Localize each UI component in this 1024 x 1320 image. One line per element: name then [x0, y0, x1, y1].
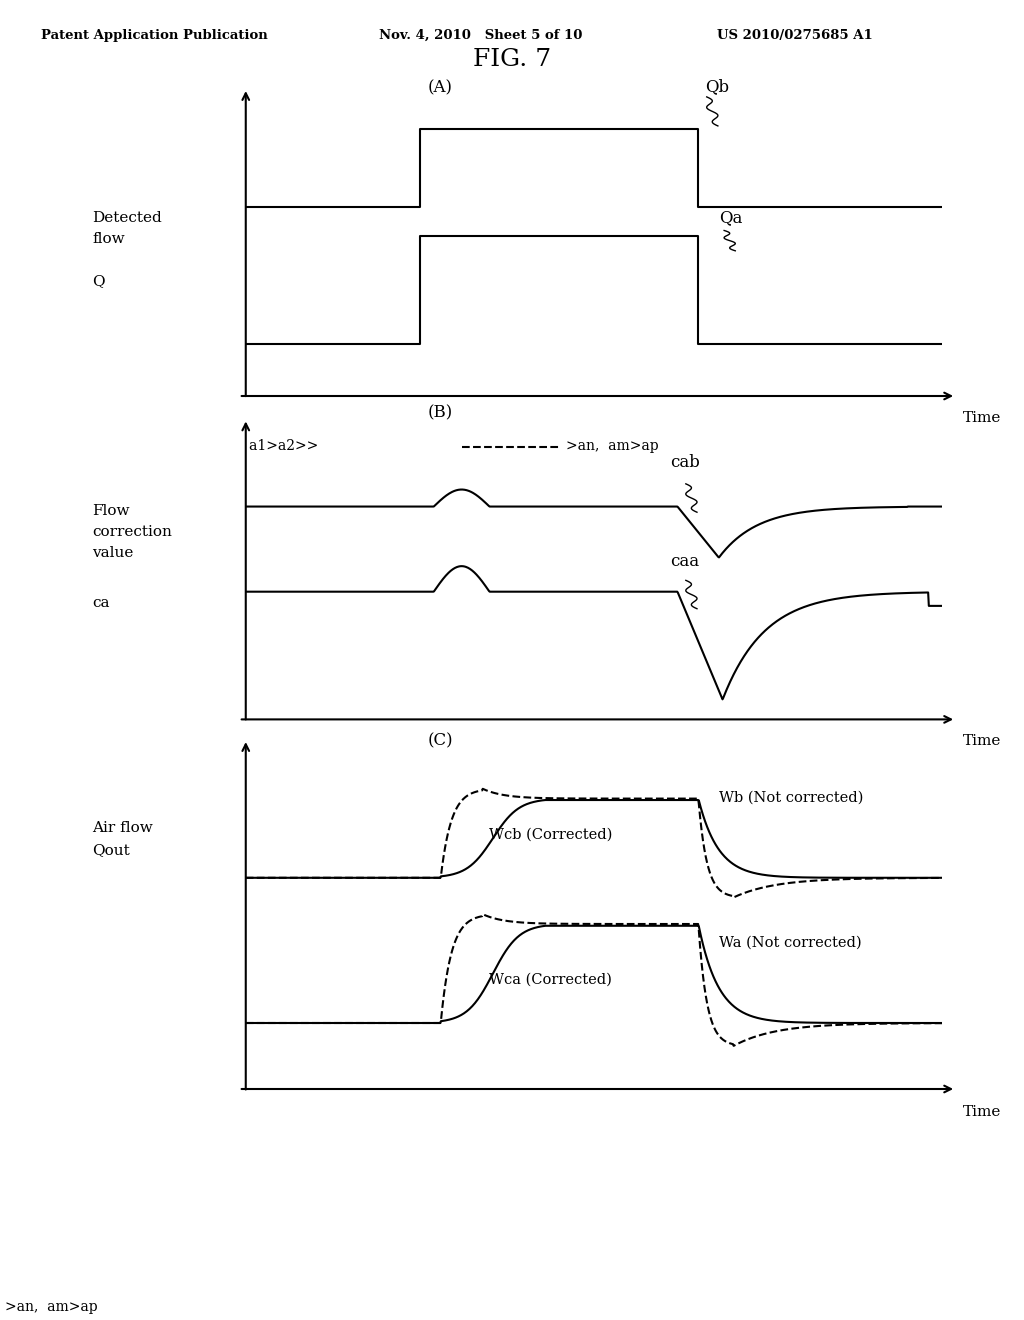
Text: US 2010/0275685 A1: US 2010/0275685 A1: [717, 29, 872, 42]
Text: Time: Time: [963, 734, 1001, 747]
Text: caa: caa: [671, 553, 699, 570]
Text: Flow: Flow: [92, 504, 130, 517]
Text: Qa: Qa: [719, 209, 742, 226]
Text: >an,  am>ap: >an, am>ap: [4, 1299, 97, 1313]
Text: (C): (C): [427, 733, 454, 750]
Text: Air flow: Air flow: [92, 821, 153, 834]
Text: Patent Application Publication: Patent Application Publication: [41, 29, 267, 42]
Text: Time: Time: [963, 1106, 1001, 1119]
Text: Q: Q: [92, 275, 104, 288]
Text: FIG. 7: FIG. 7: [473, 48, 551, 71]
Text: Detected: Detected: [92, 211, 162, 224]
Text: Wca (Corrected): Wca (Corrected): [489, 973, 612, 986]
Text: value: value: [92, 546, 133, 560]
Text: ca: ca: [92, 597, 110, 610]
Text: flow: flow: [92, 232, 125, 246]
Text: Qb: Qb: [706, 78, 729, 95]
Text: (A): (A): [428, 79, 453, 96]
Text: Wb (Not corrected): Wb (Not corrected): [719, 791, 863, 805]
Text: a1>a2>>: a1>a2>>: [249, 438, 323, 453]
Text: Wcb (Corrected): Wcb (Corrected): [489, 828, 612, 841]
Text: correction: correction: [92, 525, 172, 539]
Text: Time: Time: [963, 411, 1001, 425]
Text: >an,  am>ap: >an, am>ap: [566, 438, 658, 453]
Text: Wa (Not corrected): Wa (Not corrected): [719, 936, 862, 950]
Text: (B): (B): [428, 404, 453, 421]
Text: Qout: Qout: [92, 843, 130, 857]
Text: Nov. 4, 2010   Sheet 5 of 10: Nov. 4, 2010 Sheet 5 of 10: [379, 29, 583, 42]
Text: cab: cab: [671, 454, 700, 471]
